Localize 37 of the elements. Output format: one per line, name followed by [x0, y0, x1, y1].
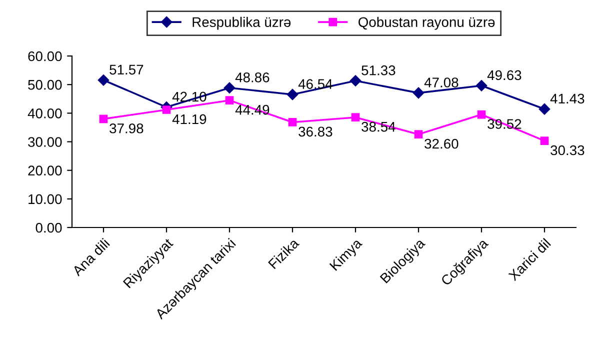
data-label: 51.33	[362, 65, 396, 76]
y-tick-label: 30.00	[28, 137, 62, 147]
data-label: 48.86	[235, 72, 270, 82]
point	[477, 110, 486, 119]
point	[476, 80, 488, 92]
point	[286, 88, 298, 100]
point	[350, 75, 362, 86]
data-label: 46.54	[298, 79, 332, 89]
point	[538, 103, 550, 115]
y-tick-label: 20.00	[28, 166, 62, 176]
point	[414, 130, 423, 138]
data-label: 32.60	[424, 138, 458, 149]
data-label: 41.43	[550, 94, 584, 104]
legend-label: Respublika üzrə	[192, 16, 291, 30]
point	[288, 118, 297, 126]
data-label: 41.19	[172, 114, 206, 124]
point	[162, 106, 171, 114]
data-label: 51.57	[110, 64, 144, 75]
y-tick-label: 40.00	[28, 108, 62, 118]
x-tick-label: Ana dili	[71, 238, 110, 277]
point	[224, 82, 236, 94]
point	[351, 113, 360, 122]
y-tick-label: 10.00	[28, 194, 62, 204]
data-label: 30.33	[550, 145, 584, 156]
point	[540, 136, 549, 145]
data-label: 36.83	[298, 126, 332, 137]
data-label: 37.98	[110, 123, 144, 134]
y-tick-label: 0.00	[36, 222, 62, 233]
y-tick-label: 50.00	[28, 80, 62, 90]
data-label: 47.08	[424, 78, 458, 88]
point	[412, 87, 424, 99]
legend-label: Qobustan rayonu üzrə	[358, 16, 495, 30]
point	[99, 114, 108, 124]
point	[225, 96, 234, 104]
point	[98, 74, 110, 86]
y-tick-label: 60.00	[28, 51, 62, 62]
data-label: 49.63	[487, 70, 522, 80]
